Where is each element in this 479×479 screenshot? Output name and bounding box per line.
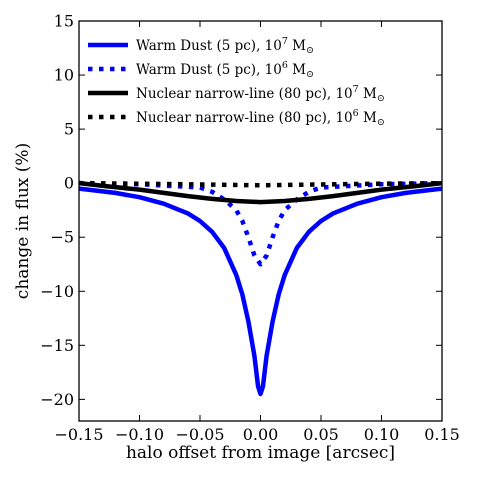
- y-tick-label: −5: [50, 228, 74, 247]
- series-line-3: [79, 180, 442, 205]
- y-tick-label: −20: [40, 390, 74, 409]
- y-tick-label: 10: [54, 66, 74, 85]
- legend-entry-4: Nuclear narrow-line (80 pc), 106 M⊙: [136, 108, 385, 128]
- y-axis-label: change in flux (%): [13, 143, 33, 299]
- x-tick-label: −0.10: [115, 425, 164, 444]
- y-tick-label: 0: [64, 174, 74, 193]
- y-tick-label: 15: [54, 12, 74, 31]
- legend-entry-1: Warm Dust (5 pc), 107 M⊙: [136, 36, 314, 56]
- plot-area-frame: [78, 20, 443, 422]
- x-tick-label: −0.05: [175, 425, 224, 444]
- x-tick-label: 0.05: [303, 425, 339, 444]
- x-axis-label: halo offset from image [arcsec]: [126, 443, 395, 463]
- x-tick-label: −0.15: [54, 425, 103, 444]
- y-tick-label: 5: [64, 120, 74, 139]
- series-line-1: [79, 186, 442, 397]
- x-tick-label: 0.10: [364, 425, 400, 444]
- x-tick-label: 0.00: [243, 425, 279, 444]
- series-line-2: [79, 180, 442, 267]
- y-tick-label: −10: [40, 282, 74, 301]
- legend-entry-2: Warm Dust (5 pc), 106 M⊙: [136, 60, 314, 80]
- series-layer: [79, 180, 442, 397]
- legend-entry-3: Nuclear narrow-line (80 pc), 107 M⊙: [136, 84, 385, 104]
- y-tick-label: −15: [40, 336, 74, 355]
- axis-ticks: −0.15 −0.10 −0.05 0.00 0.05 0.10 0.15 15 10 5 0 −5 −…: [40, 12, 460, 445]
- x-tick-label: 0.15: [424, 425, 460, 444]
- legend: Warm Dust (5 pc), 107 M⊙ Warm Dust (5 pc)…: [88, 36, 385, 128]
- series-line-4: [79, 180, 442, 188]
